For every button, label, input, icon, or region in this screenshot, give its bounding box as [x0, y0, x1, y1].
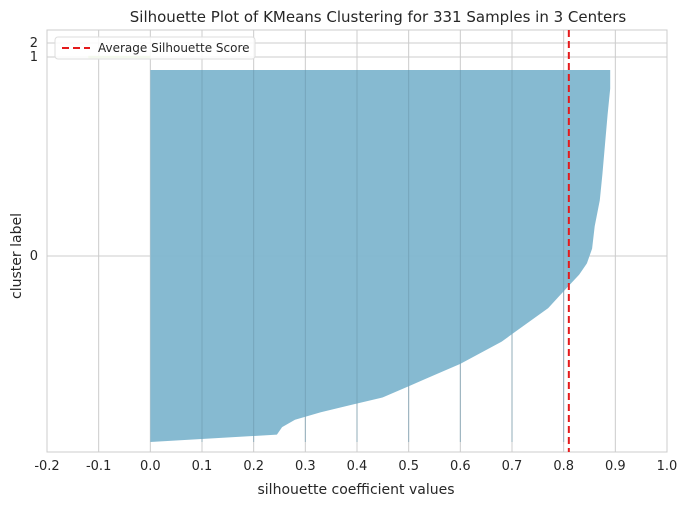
legend-box [54, 36, 256, 60]
x-tick-label: 0.4 [347, 459, 368, 474]
y-tick-label: 1 [30, 50, 38, 65]
x-tick-label: 0.8 [553, 459, 574, 474]
x-axis-label: silhouette coefficient values [258, 482, 455, 498]
x-tick-label: 0.0 [140, 459, 161, 474]
x-tick-label: -0.1 [86, 459, 111, 474]
x-tick-label: 0.9 [605, 459, 626, 474]
x-tick-label: 0.7 [502, 459, 523, 474]
x-tick-label: 0.6 [450, 459, 471, 474]
cluster-0-silhouette [150, 70, 611, 442]
x-tick-label: 0.2 [243, 459, 264, 474]
x-tick-label: 0.5 [398, 459, 419, 474]
legend-label: Average Silhouette Score [98, 41, 250, 55]
y-tick-label: 0 [30, 249, 38, 264]
legend: Average Silhouette Score [54, 36, 256, 60]
plot-area: -0.2 -0.1 0.0 0.1 0.2 0.3 0.4 0.5 0.6 0.7 0.8 0.9 1.… [30, 29, 678, 474]
x-tick-label: 0.1 [192, 459, 213, 474]
y-axis-label: cluster label [9, 213, 25, 299]
x-tick-label: 1.0 [657, 459, 678, 474]
chart-title: Silhouette Plot of KMeans Clustering for… [130, 8, 627, 26]
x-tick-label: -0.2 [34, 459, 59, 474]
x-tick-label: 0.3 [295, 459, 316, 474]
y-tick-label: 2 [30, 36, 38, 51]
